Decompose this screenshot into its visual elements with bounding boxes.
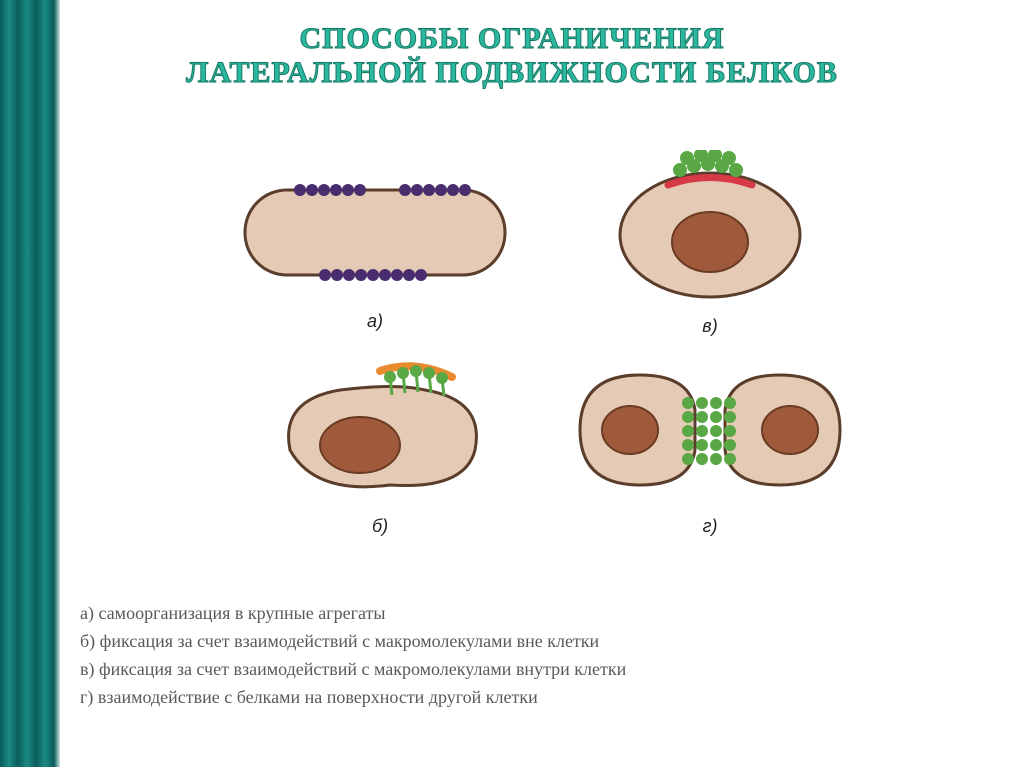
legend-v: в) фиксация за счет взаимодействий с мак… (80, 656, 960, 684)
panel-g: г) (560, 355, 860, 537)
panel-g-label: г) (560, 516, 860, 537)
title-line-2: ЛАТЕРАЛЬНОЙ ПОДВИЖНОСТИ БЕЛКОВ (0, 56, 1024, 90)
panel-a-label: а) (230, 311, 520, 332)
cell-b-svg (260, 355, 500, 505)
panel-b-label: б) (260, 516, 500, 537)
title-line-1: СПОСОБЫ ОГРАНИЧЕНИЯ (0, 22, 1024, 56)
cell-g-svg (560, 355, 860, 505)
legend-a: а) самоорганизация в крупные агрегаты (80, 600, 960, 628)
panel-v-label: в) (600, 316, 820, 337)
panel-b: б) (260, 355, 500, 537)
curtain-decoration (0, 0, 60, 767)
legend-block: а) самоорганизация в крупные агрегаты б)… (80, 600, 960, 712)
legend-b: б) фиксация за счет взаимодействий с мак… (80, 628, 960, 656)
slide-title: СПОСОБЫ ОГРАНИЧЕНИЯ ЛАТЕРАЛЬНОЙ ПОДВИЖНО… (0, 0, 1024, 90)
panel-v: в) (600, 150, 820, 337)
legend-g: г) взаимодействие с белками на поверхнос… (80, 684, 960, 712)
diagram-area: а) в) (200, 150, 880, 560)
panel-a: а) (230, 160, 520, 332)
cell-a-svg (230, 160, 520, 300)
cell-v-svg (600, 150, 820, 305)
